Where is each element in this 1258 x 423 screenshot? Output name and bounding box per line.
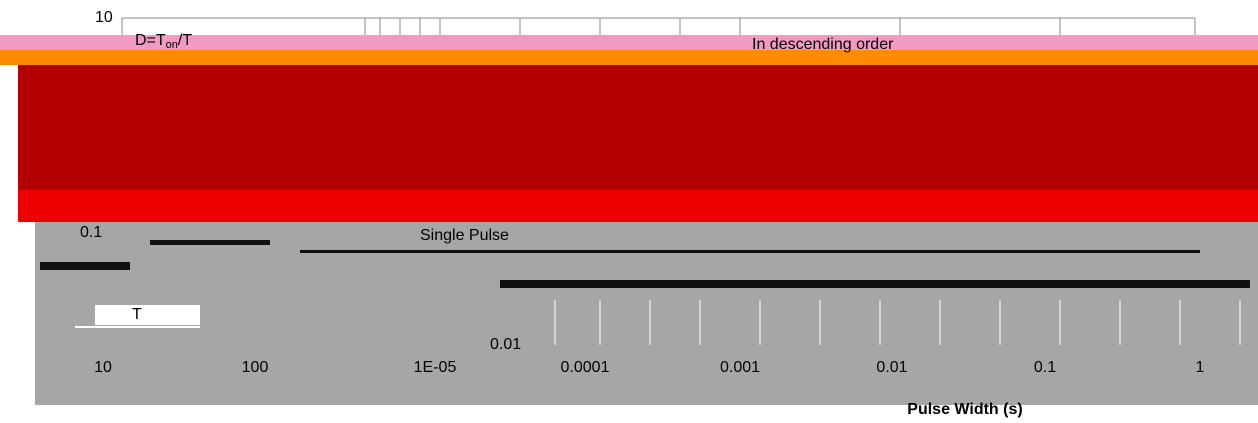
duty-part: D=T	[135, 32, 166, 49]
x-ticks: 10 100 1E-05 0.0001 0.001 0.01 0.1 1	[94, 359, 1204, 376]
bottom-grid	[554, 300, 1241, 345]
y-tick-label: 10	[95, 9, 113, 26]
x-tick-label: 1E-05	[414, 359, 457, 376]
x-tick-label: 0.01	[876, 359, 907, 376]
band-red	[18, 190, 1258, 222]
x-tick-label: 0.1	[1034, 359, 1056, 376]
period-box	[95, 305, 200, 325]
x-tick-label: 10	[94, 359, 112, 376]
dark-bars	[40, 240, 1250, 288]
x-tick-label: 0.001	[720, 359, 760, 376]
band-orange	[0, 50, 1258, 65]
band-pink	[0, 35, 1258, 50]
duty-part: /T	[178, 32, 192, 49]
y-tick-label: 0.01	[490, 336, 521, 353]
x-tick-label: 1	[1196, 359, 1205, 376]
period-label: T	[132, 306, 142, 323]
single-pulse-label: Single Pulse	[420, 227, 509, 244]
x-tick-label: 100	[242, 359, 269, 376]
y-tick-label: 0.1	[80, 224, 102, 241]
top-grid	[121, 17, 1196, 35]
duty-subscript: on	[166, 39, 178, 51]
order-annotation: In descending order	[752, 36, 894, 53]
x-tick-label: 0.0001	[561, 359, 610, 376]
band-dark-red	[18, 65, 1258, 190]
x-axis-label: Pulse Width (s)	[907, 401, 1022, 418]
duty-annotation: D=Ton/T	[135, 32, 192, 51]
plot-gray	[35, 222, 1258, 405]
